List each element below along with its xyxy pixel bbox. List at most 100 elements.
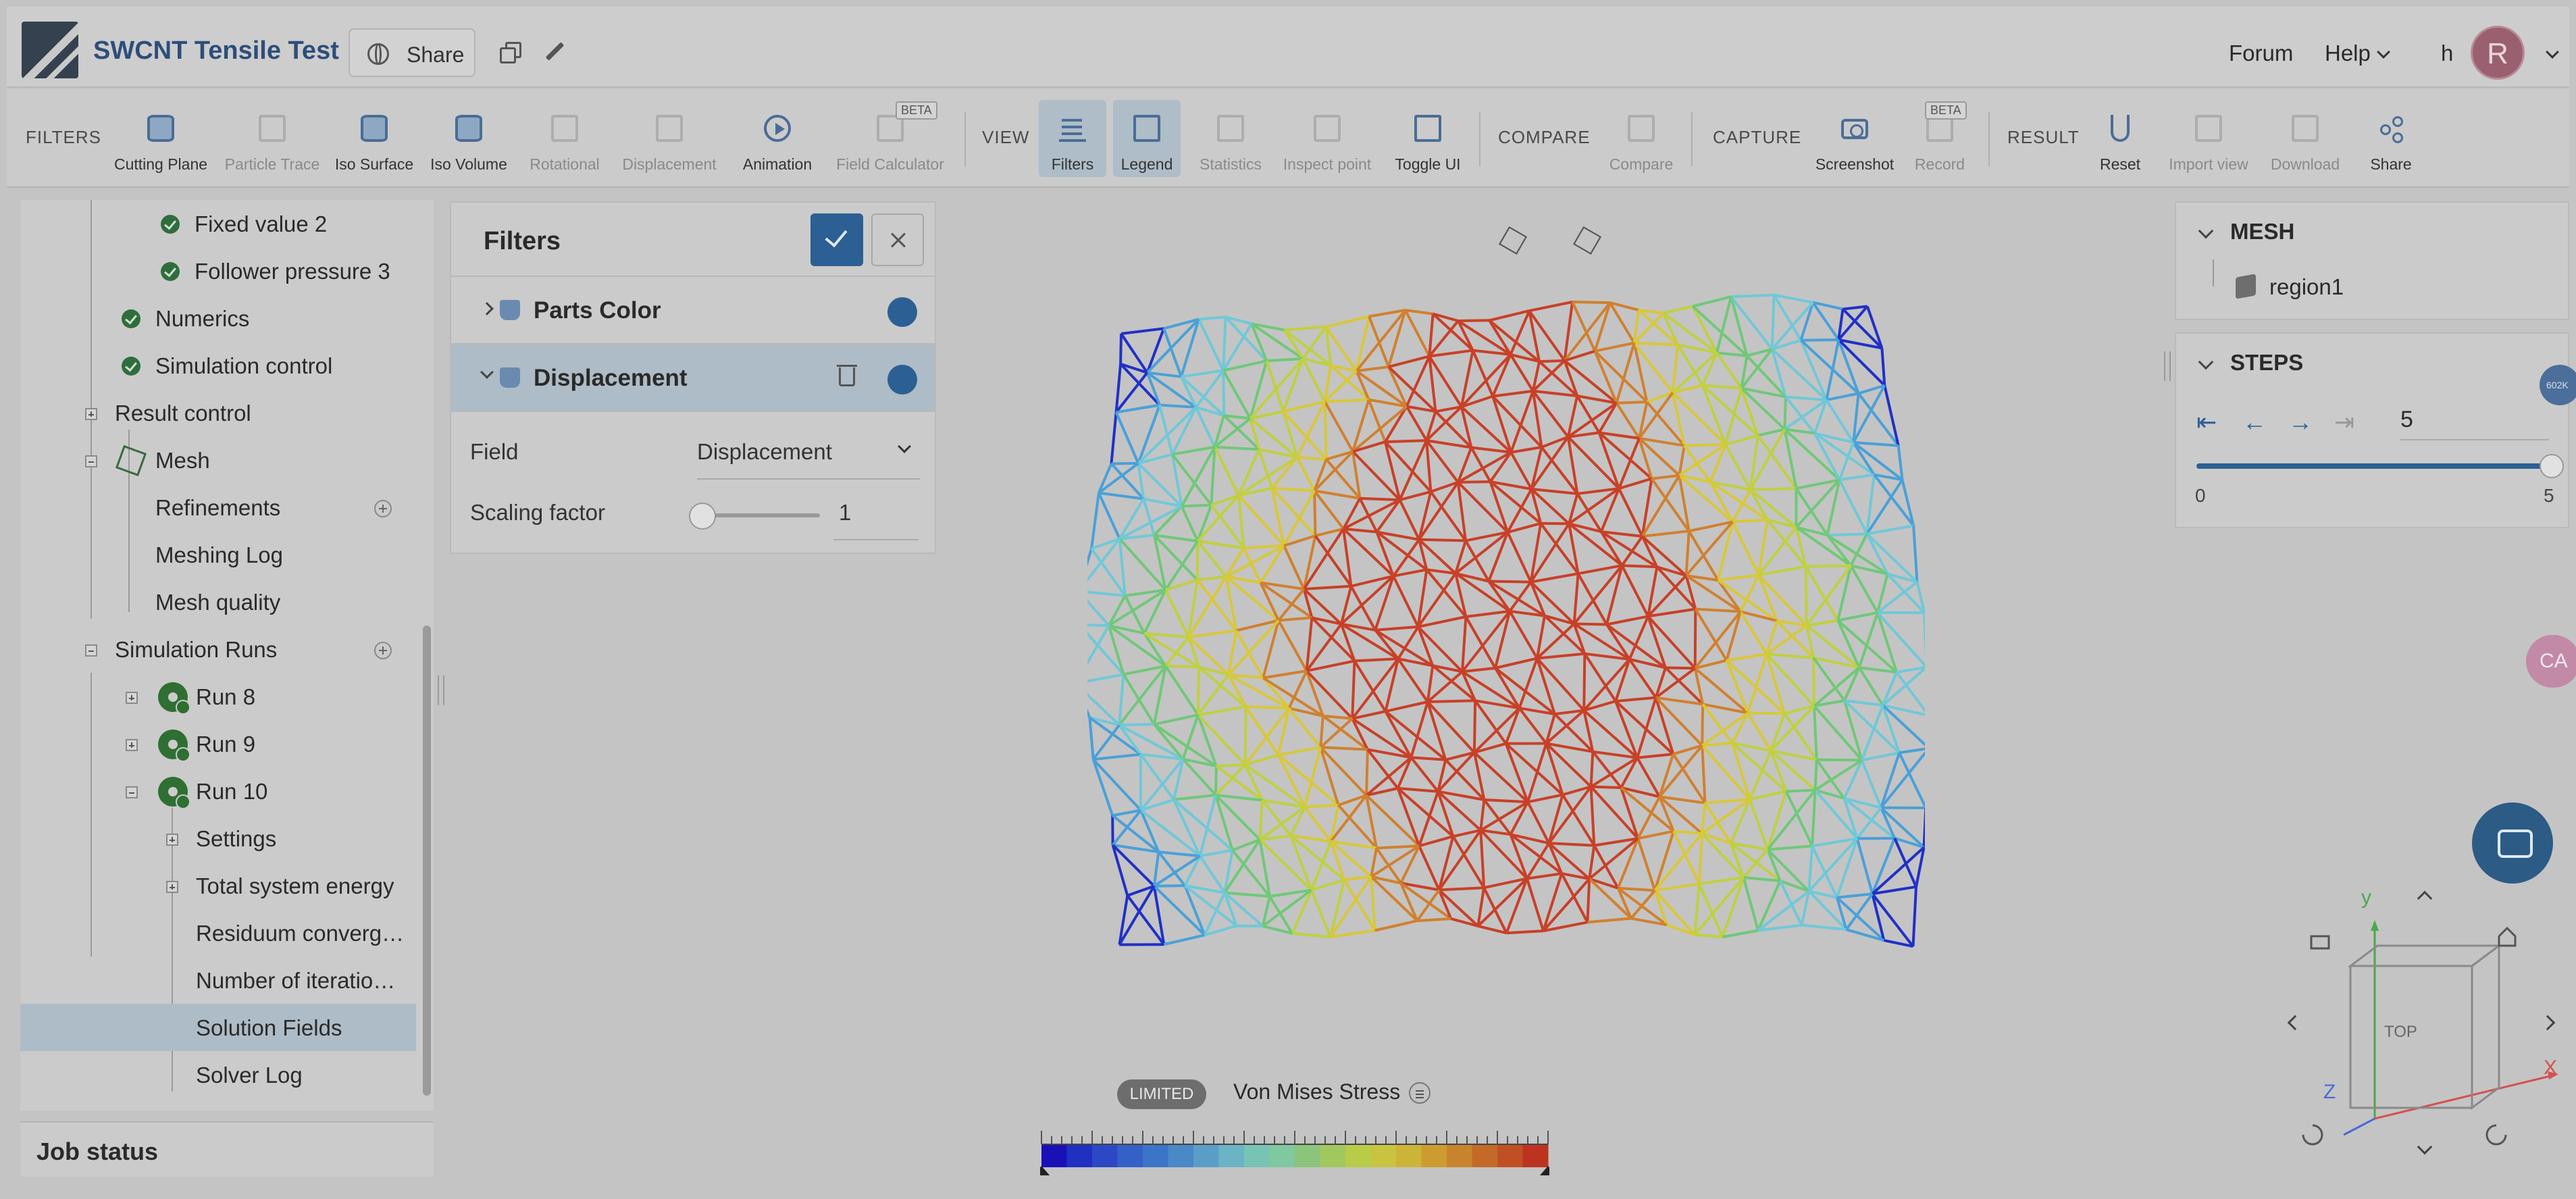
animation-button[interactable]: Animation [732, 100, 823, 177]
color-legend[interactable] [1040, 1124, 1549, 1175]
pencil-icon[interactable] [544, 42, 563, 61]
particle-trace-button[interactable]: Particle Trace [222, 100, 323, 177]
help-menu[interactable]: Help [2325, 41, 2390, 66]
side-badge[interactable]: 602K [2540, 365, 2576, 405]
iso-volume-button[interactable]: Iso Volume [427, 100, 511, 177]
expand-icon[interactable] [166, 881, 178, 893]
legend-toggle-button[interactable]: Legend [1113, 100, 1181, 177]
collapse-icon[interactable] [85, 644, 97, 657]
colorbar-swatch [1143, 1144, 1168, 1167]
tree-item-result-control[interactable]: Result control [20, 389, 416, 436]
chat-button[interactable] [2472, 802, 2553, 884]
expand-icon[interactable] [85, 408, 97, 420]
mesh-edge [1418, 481, 1460, 540]
import-view-button[interactable]: Import view [2161, 100, 2256, 177]
filters-toggle-button[interactable]: Filters [1039, 100, 1106, 177]
screenshot-button[interactable]: Screenshot [1809, 100, 1901, 177]
tree-item-mesh[interactable]: Mesh [20, 436, 416, 484]
avatar[interactable]: R [2471, 26, 2525, 80]
expand-icon[interactable] [126, 739, 138, 751]
chevron-right-icon[interactable] [480, 302, 494, 315]
mesh-edge [1529, 523, 1543, 582]
wireframe-cube-icon[interactable] [1572, 226, 1602, 255]
chevron-down-icon[interactable] [2198, 354, 2214, 370]
step-slider-knob[interactable] [2540, 454, 2564, 478]
tree-item-mesh-quality[interactable]: Mesh quality [20, 578, 416, 626]
collapse-icon[interactable] [126, 786, 138, 798]
range-handle[interactable] [1040, 1166, 1050, 1175]
expand-icon[interactable] [166, 834, 178, 846]
tree-item-label: Number of iteratio… [196, 968, 396, 993]
inspect-point-button[interactable]: Inspect point [1277, 100, 1378, 177]
translate-widget[interactable]: CA [2526, 635, 2576, 688]
tree-item-simulation-runs[interactable]: Simulation Runs [20, 626, 416, 673]
tree-scrollbar[interactable] [423, 626, 431, 1096]
cutting-plane-button[interactable]: Cutting Plane [107, 100, 215, 177]
account-menu[interactable] [2540, 41, 2559, 66]
scaling-slider-knob[interactable] [689, 503, 716, 530]
chevron-down-icon[interactable] [480, 365, 494, 379]
trash-icon[interactable] [837, 365, 857, 386]
share-icon [2377, 115, 2404, 142]
tree-item-refinements[interactable]: Refinements [20, 484, 416, 531]
job-status-panel[interactable]: Job status [20, 1121, 434, 1177]
displacement-button[interactable]: Displacement [619, 100, 720, 177]
view-cube-icon[interactable] [1498, 226, 1528, 255]
scaling-factor-input[interactable]: 1 [839, 500, 852, 525]
filter-parts-color[interactable]: Parts Color [451, 277, 935, 345]
tree-item-run-8[interactable]: Run 8 [20, 673, 416, 720]
right-panel-resize-handle[interactable] [2164, 351, 2171, 381]
left-panel-resize-handle[interactable] [438, 675, 444, 705]
add-icon[interactable] [374, 500, 392, 517]
previous-step-icon[interactable]: ← [2242, 408, 2267, 436]
visibility-toggle[interactable] [874, 365, 917, 394]
add-icon[interactable] [374, 642, 392, 659]
field-calculator-button[interactable]: Field Calculator [829, 100, 951, 177]
tree-item-numerics[interactable]: Numerics [20, 295, 416, 342]
legend-menu-icon[interactable] [1409, 1082, 1431, 1104]
download-button[interactable]: Download [2261, 100, 2349, 177]
scaling-slider-track[interactable] [692, 513, 820, 517]
tree-item-solution-fields[interactable]: Solution Fields [20, 1004, 416, 1051]
collapse-icon[interactable] [85, 455, 97, 467]
tree-item-settings[interactable]: Settings [20, 815, 416, 862]
tree-item-simulation-control[interactable]: Simulation control [20, 342, 416, 389]
mesh-edge [1645, 401, 1686, 447]
mesh-edge [1651, 474, 1680, 480]
tree-item-follower-pressure-3[interactable]: Follower pressure 3 [20, 247, 416, 295]
step-input[interactable]: 5 [2400, 407, 2413, 432]
apply-button[interactable] [810, 213, 863, 266]
reset-button[interactable]: Reset [2090, 100, 2150, 177]
project-title[interactable]: SWCNT Tensile Test [93, 36, 339, 65]
navigation-cube[interactable]: y X Z TOP [2269, 878, 2567, 1175]
next-step-icon[interactable]: → [2288, 408, 2313, 436]
close-button[interactable] [871, 213, 924, 266]
chevron-down-icon[interactable] [2198, 223, 2214, 239]
tree-item-solver-log[interactable]: Solver Log [20, 1051, 416, 1098]
first-step-icon[interactable]: ⇤ [2196, 408, 2217, 436]
toolbar-share-button[interactable]: Share [2357, 100, 2425, 177]
iso-surface-button[interactable]: Iso Surface [332, 100, 416, 177]
tree-item-total-system-energy[interactable]: Total system energy [20, 862, 416, 909]
mesh-edge [1269, 888, 1312, 898]
forum-link[interactable]: Forum [2229, 41, 2293, 66]
range-handle[interactable] [1540, 1166, 1549, 1175]
copy-icon[interactable] [500, 42, 521, 63]
expand-icon[interactable] [126, 692, 138, 704]
compare-button[interactable]: Compare [1601, 100, 1682, 177]
wireframe-model[interactable] [1087, 290, 1925, 952]
statistics-button[interactable]: Statistics [1190, 100, 1271, 177]
tree-item-run-9[interactable]: Run 9 [20, 720, 416, 767]
toggle-ui-button[interactable]: Toggle UI [1387, 100, 1468, 177]
rotational-button[interactable]: Rotational [523, 100, 607, 177]
app-logo[interactable] [22, 22, 78, 78]
tree-item-fixed-value-2[interactable]: Fixed value 2 [20, 200, 416, 247]
visibility-toggle[interactable] [874, 297, 917, 327]
tree-item-run-10[interactable]: Run 10 [20, 767, 416, 815]
tree-item-number-of-iterations[interactable]: Number of iteratio… [20, 956, 416, 1004]
filter-displacement[interactable]: Displacement [451, 345, 935, 412]
tree-item-meshing-log[interactable]: Meshing Log [20, 531, 416, 578]
header-share-button[interactable]: Share [349, 28, 475, 77]
step-slider-track[interactable] [2196, 463, 2552, 469]
tree-item-residuum-convergence[interactable]: Residuum converg… [20, 909, 416, 956]
